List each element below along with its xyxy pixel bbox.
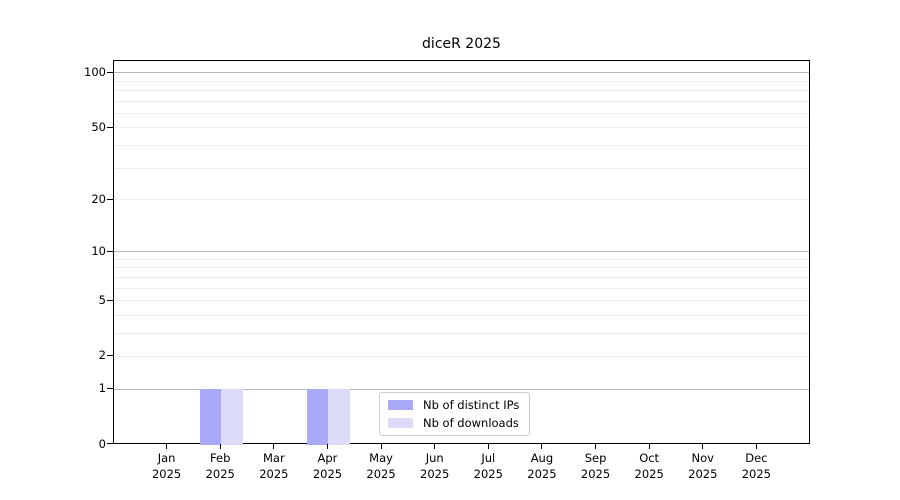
minor-gridline [114, 332, 809, 334]
x-tick-label: Apr 2025 [312, 451, 343, 481]
x-tick-label: Oct 2025 [634, 451, 664, 481]
minor-gridline [114, 167, 809, 169]
x-tick-label: Jul 2025 [473, 451, 503, 481]
minor-gridline [114, 314, 809, 316]
chart-title: diceR 2025 [422, 36, 501, 52]
x-tick-mark [380, 444, 382, 449]
minor-gridline [114, 267, 809, 269]
y-tick-mark [107, 198, 113, 200]
legend-item-downloads: Nb of downloads [388, 416, 519, 430]
x-tick-label: Mar 2025 [259, 451, 289, 481]
y-tick-mark [107, 443, 113, 444]
bar-feb-distinct-ips [199, 389, 222, 445]
y-tick-label: 50 [91, 119, 106, 134]
minor-gridline [114, 127, 809, 129]
x-tick-label: Jan 2025 [151, 451, 182, 481]
x-tick-mark [326, 444, 328, 449]
x-tick-label: Aug 2025 [527, 451, 557, 481]
y-tick-label: 10 [91, 243, 106, 258]
y-tick-label: 0 [98, 437, 106, 451]
y-tick-mark [107, 299, 113, 301]
minor-gridline [114, 199, 809, 200]
legend-item-distinct-ips: Nb of distinct IPs [388, 398, 519, 412]
x-tick-label: Feb 2025 [205, 451, 235, 481]
major-gridline [114, 251, 809, 253]
x-tick-mark [487, 444, 489, 449]
y-tick-label: 100 [84, 64, 106, 79]
minor-gridline [114, 113, 809, 115]
minor-gridline [114, 287, 809, 289]
legend-swatch-icon [388, 400, 413, 410]
x-tick-mark [648, 444, 650, 449]
plot-area: Nb of distinct IPs Nb of downloads [113, 60, 810, 445]
major-gridline [114, 388, 809, 390]
x-tick-label: May 2025 [366, 451, 396, 481]
minor-gridline [114, 80, 809, 82]
y-tick-label: 5 [98, 292, 106, 307]
legend-swatch-icon [388, 418, 413, 428]
legend: Nb of distinct IPs Nb of downloads [379, 392, 531, 436]
y-tick-label: 20 [91, 191, 106, 206]
minor-gridline [114, 300, 809, 302]
minor-gridline [114, 355, 809, 357]
bar-apr-downloads [328, 389, 350, 445]
x-tick-mark [541, 444, 543, 449]
bar-feb-downloads [221, 389, 243, 445]
legend-label: Nb of downloads [423, 416, 519, 430]
minor-gridline [114, 100, 809, 102]
x-tick-label: Sep 2025 [580, 451, 611, 481]
x-tick-label: Nov 2025 [688, 451, 718, 481]
x-tick-mark [595, 444, 597, 449]
major-gridline [114, 72, 809, 74]
legend-label: Nb of distinct IPs [423, 398, 520, 412]
y-tick-label: 1 [98, 381, 106, 396]
y-tick-mark [107, 388, 113, 390]
bar-apr-distinct-ips [306, 389, 329, 445]
minor-gridline [114, 276, 809, 278]
x-tick-label: Dec 2025 [741, 451, 772, 481]
x-tick-mark [434, 444, 436, 449]
y-tick-mark [107, 71, 113, 73]
x-tick-label: Jun 2025 [420, 451, 450, 481]
y-tick-mark [107, 355, 113, 357]
minor-gridline [114, 90, 809, 92]
x-tick-mark [755, 444, 757, 449]
x-tick-mark [273, 444, 275, 449]
y-tick-mark [107, 126, 113, 128]
x-tick-mark [702, 444, 704, 449]
minor-gridline [114, 145, 809, 147]
minor-gridline [114, 258, 809, 260]
y-tick-mark [107, 250, 113, 252]
y-tick-label: 2 [98, 348, 106, 363]
x-tick-mark [166, 444, 168, 449]
x-tick-mark [219, 444, 221, 449]
